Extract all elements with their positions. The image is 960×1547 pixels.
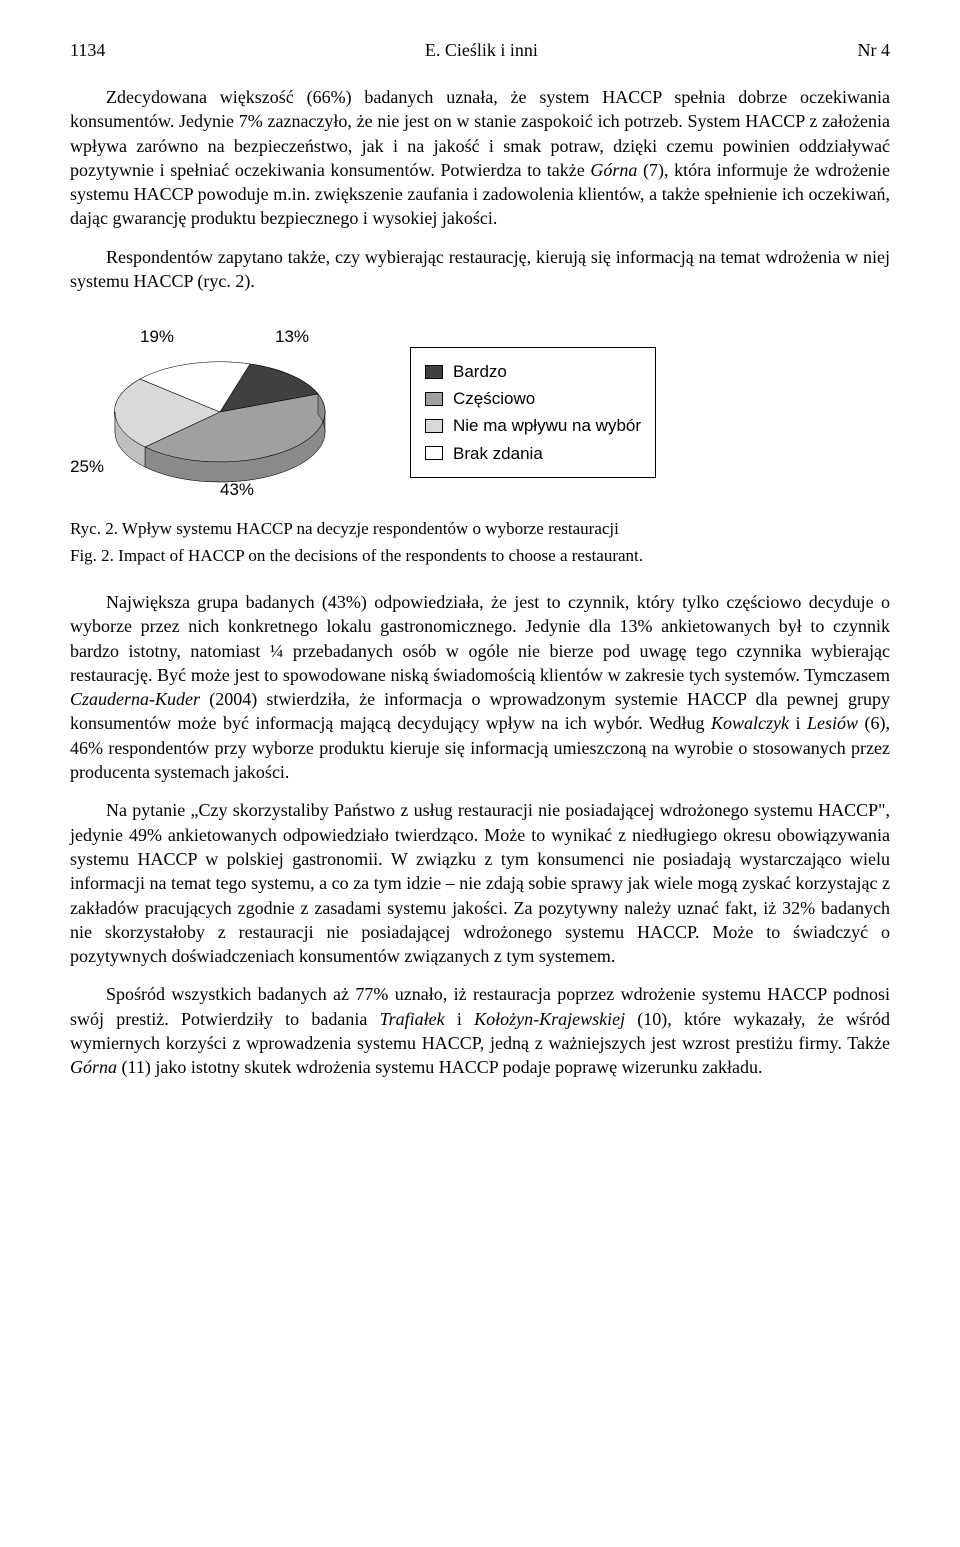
p3-it3: Lesiów bbox=[807, 713, 858, 733]
para1-italics-1: Górna bbox=[590, 160, 637, 180]
header-author: E. Cieślik i inni bbox=[425, 40, 538, 61]
figure-captions: Ryc. 2. Wpływ systemu HACCP na decyzje r… bbox=[70, 517, 890, 568]
pie-label-25: 25% bbox=[70, 457, 104, 477]
pie-svg bbox=[70, 317, 370, 507]
legend-item-niewplywu: Nie ma wpływu na wybór bbox=[425, 412, 641, 439]
pie-legend: Bardzo Częściowo Nie ma wpływu na wybór … bbox=[410, 347, 656, 478]
p5-it1: Trafiałek bbox=[380, 1009, 445, 1029]
paragraph-1: Zdecydowana większość (66%) badanych uzn… bbox=[70, 85, 890, 231]
paragraph-3: Największa grupa badanych (43%) odpowied… bbox=[70, 590, 890, 784]
p5-it2: Kołożyn-Krajewskiej bbox=[474, 1009, 625, 1029]
pie-label-13: 13% bbox=[275, 327, 309, 347]
legend-swatch-icon bbox=[425, 392, 443, 406]
paragraph-2: Respondentów zapytano także, czy wybiera… bbox=[70, 245, 890, 294]
p3-c: i bbox=[789, 713, 807, 733]
caption-polish: Ryc. 2. Wpływ systemu HACCP na decyzje r… bbox=[70, 517, 890, 541]
legend-swatch-icon bbox=[425, 446, 443, 460]
legend-item-bardzo: Bardzo bbox=[425, 358, 641, 385]
pie-label-43: 43% bbox=[220, 480, 254, 500]
paragraph-5: Spośród wszystkich badanych aż 77% uznał… bbox=[70, 982, 890, 1079]
page-number-right: Nr 4 bbox=[857, 40, 890, 61]
legend-swatch-icon bbox=[425, 419, 443, 433]
page-header: 1134 E. Cieślik i inni Nr 4 bbox=[70, 40, 890, 61]
paragraph-4: Na pytanie „Czy skorzystaliby Państwo z … bbox=[70, 798, 890, 968]
p5-it3: Górna bbox=[70, 1057, 117, 1077]
legend-swatch-icon bbox=[425, 365, 443, 379]
legend-label: Brak zdania bbox=[453, 440, 543, 467]
p5-d: (11) jako istotny skutek wdrożenia syste… bbox=[117, 1057, 763, 1077]
legend-item-czesciowo: Częściowo bbox=[425, 385, 641, 412]
figure-2-pie-chart: 19% 13% 43% 25% Bardzo Częściowo Nie ma … bbox=[70, 317, 890, 507]
legend-label: Nie ma wpływu na wybór bbox=[453, 412, 641, 439]
legend-item-brak: Brak zdania bbox=[425, 440, 641, 467]
p5-b: i bbox=[445, 1009, 474, 1029]
p3-it2: Kowalczyk bbox=[711, 713, 789, 733]
p3-it1: Czauderna-Kuder bbox=[70, 689, 200, 709]
pie-chart: 19% 13% 43% 25% bbox=[70, 317, 370, 507]
caption-english: Fig. 2. Impact of HACCP on the decisions… bbox=[70, 544, 890, 568]
legend-label: Częściowo bbox=[453, 385, 535, 412]
p3-a: Największa grupa badanych (43%) odpowied… bbox=[70, 592, 890, 685]
legend-label: Bardzo bbox=[453, 358, 507, 385]
page-number-left: 1134 bbox=[70, 40, 105, 61]
pie-label-19: 19% bbox=[140, 327, 174, 347]
